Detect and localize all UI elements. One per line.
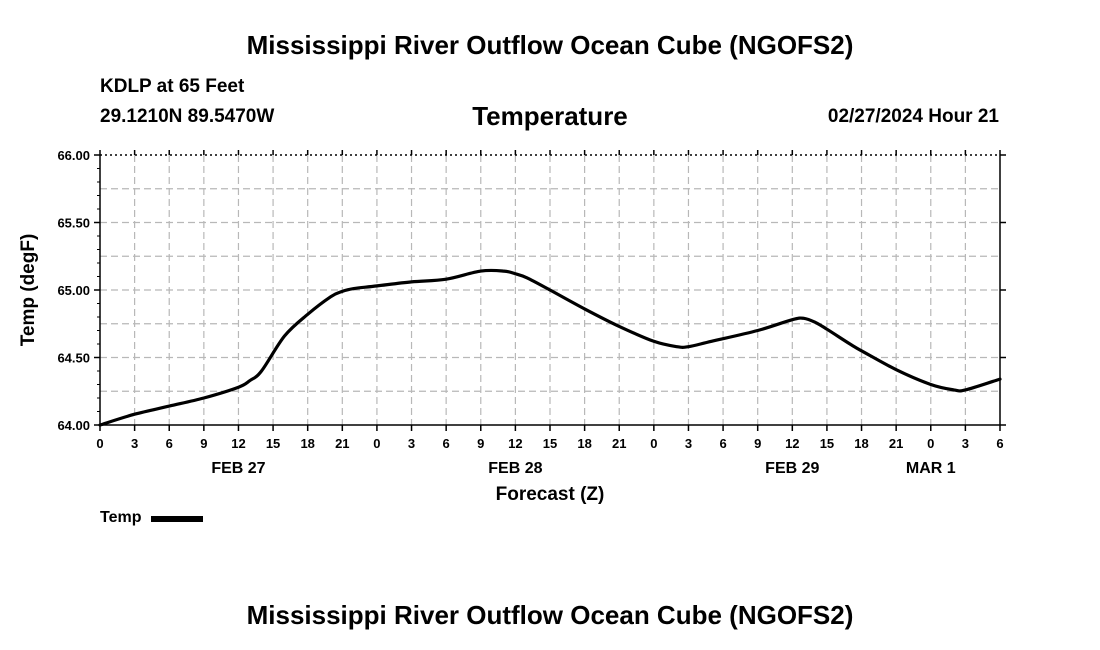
x-tick-label: 21 bbox=[335, 436, 349, 451]
x-tick-label: 3 bbox=[685, 436, 692, 451]
x-tick-label: 0 bbox=[650, 436, 657, 451]
forecast-date: 02/27/2024 Hour 21 bbox=[827, 106, 999, 127]
x-tick-label: 15 bbox=[820, 436, 834, 451]
station-label: KDLP at 65 Feet bbox=[100, 76, 245, 97]
legend-label: Temp bbox=[100, 509, 142, 526]
x-tick-label: 0 bbox=[373, 436, 380, 451]
x-tick-label: 21 bbox=[612, 436, 626, 451]
x-tick-label: 12 bbox=[508, 436, 522, 451]
x-tick-label: 3 bbox=[131, 436, 138, 451]
footer-title: Mississippi River Outflow Ocean Cube (NG… bbox=[246, 600, 854, 630]
x-axis-title: Forecast (Z) bbox=[496, 484, 605, 505]
x-tick-label: 6 bbox=[443, 436, 450, 451]
y-tick-label: 64.50 bbox=[57, 351, 90, 366]
x-tick-label: 6 bbox=[996, 436, 1003, 451]
x-tick-label: 18 bbox=[577, 436, 591, 451]
x-tick-label: 6 bbox=[719, 436, 726, 451]
x-tick-label: 18 bbox=[854, 436, 868, 451]
y-tick-label: 66.00 bbox=[57, 148, 90, 163]
legend: Temp bbox=[100, 509, 204, 527]
y-axis-title: Temp (degF) bbox=[18, 234, 39, 347]
x-tick-label: 15 bbox=[543, 436, 557, 451]
x-tick-label: 21 bbox=[889, 436, 903, 451]
x-tick-label: 6 bbox=[166, 436, 173, 451]
series-line-temp bbox=[98, 268, 1002, 427]
chart-title: Temperature bbox=[472, 101, 628, 131]
x-tick-label: 18 bbox=[300, 436, 314, 451]
x-tick-label: 12 bbox=[231, 436, 245, 451]
x-date-label: FEB 28 bbox=[488, 460, 542, 477]
legend-line-swatch bbox=[151, 516, 204, 522]
x-tick-label: 9 bbox=[477, 436, 484, 451]
x-date-label: FEB 29 bbox=[765, 460, 819, 477]
page-title: Mississippi River Outflow Ocean Cube (NG… bbox=[246, 30, 854, 60]
x-tick-label: 0 bbox=[927, 436, 934, 451]
x-tick-label: 9 bbox=[754, 436, 761, 451]
x-tick-label: 9 bbox=[200, 436, 207, 451]
x-tick-label: 12 bbox=[785, 436, 799, 451]
x-tick-label: 15 bbox=[266, 436, 280, 451]
y-tick-label: 65.50 bbox=[57, 216, 90, 231]
y-tick-label: 65.00 bbox=[57, 283, 90, 298]
x-tick-label: 0 bbox=[96, 436, 103, 451]
y-tick-label: 64.00 bbox=[57, 418, 90, 433]
x-date-label: FEB 27 bbox=[211, 460, 265, 477]
x-tick-label: 3 bbox=[408, 436, 415, 451]
x-date-label: MAR 1 bbox=[906, 460, 956, 477]
x-tick-label: 3 bbox=[962, 436, 969, 451]
station-coordinates: 29.1210N 89.5470W bbox=[100, 106, 275, 127]
